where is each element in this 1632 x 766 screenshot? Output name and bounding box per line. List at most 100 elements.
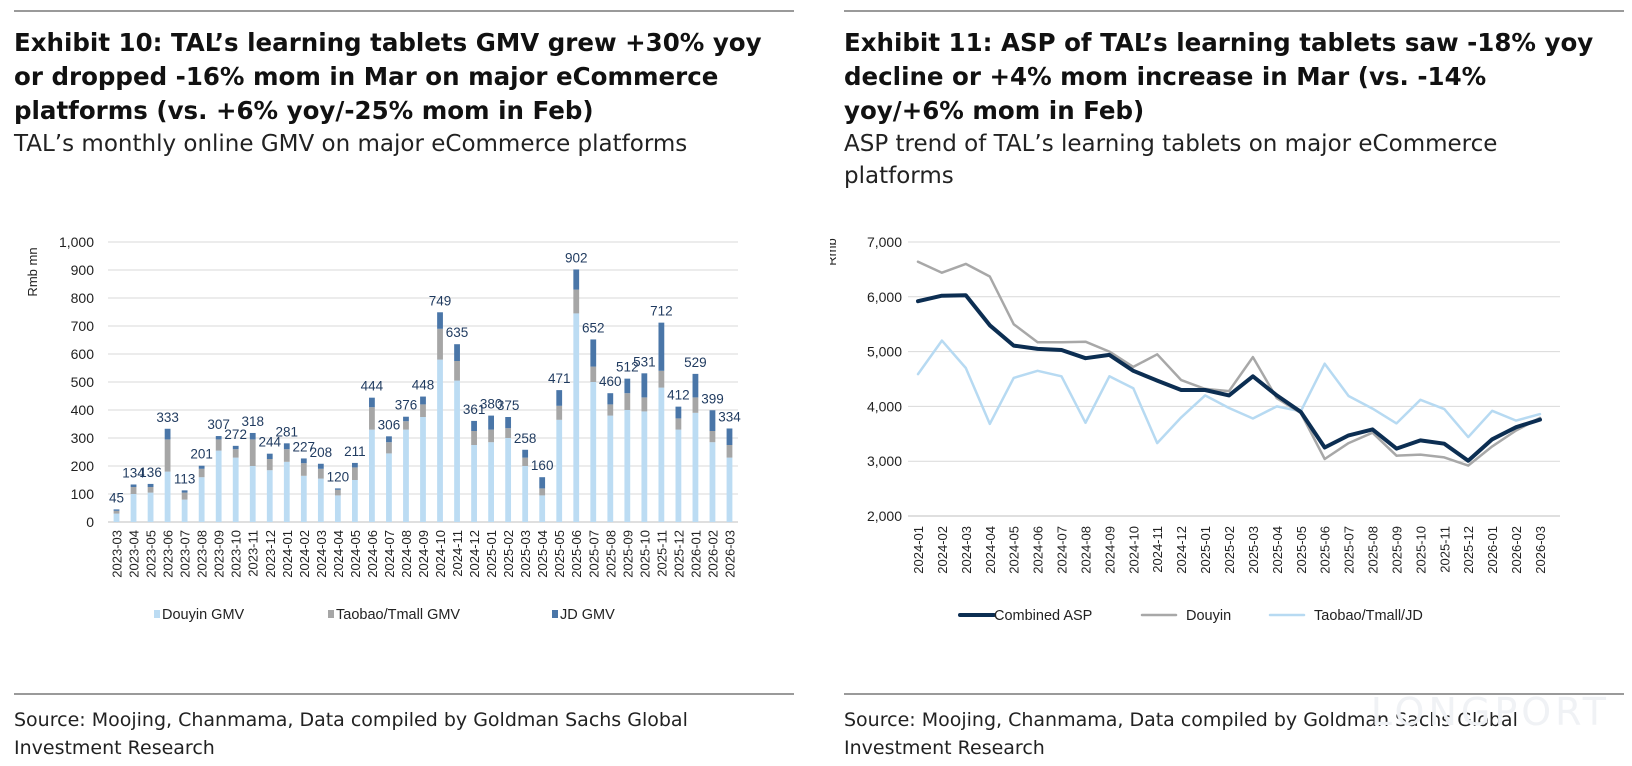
bar-segment — [692, 397, 699, 413]
bar-segment — [505, 428, 512, 438]
bar-segment — [675, 418, 682, 430]
bar-segment — [658, 387, 665, 522]
data-label: 333 — [156, 410, 179, 425]
x-tick-label: 2024-06 — [365, 530, 380, 578]
x-tick-label: 2025-07 — [586, 530, 601, 578]
data-label: 531 — [633, 354, 656, 369]
y-tick-label: 700 — [71, 318, 95, 334]
bar-segment — [556, 419, 563, 522]
x-tick-label: 2025-06 — [569, 530, 584, 578]
top-rule — [844, 10, 1624, 12]
bar-segment — [386, 442, 392, 454]
bar-segment — [334, 489, 341, 496]
x-tick-label: 2024-09 — [1102, 526, 1117, 574]
bar-segment — [283, 443, 290, 450]
series-line-taobao-tmall-jd — [916, 339, 1542, 445]
bar-segment — [181, 492, 188, 500]
data-label: 208 — [310, 445, 333, 460]
bar-segment — [607, 415, 614, 522]
y-tick-label: 1,000 — [59, 234, 94, 250]
bar-segment — [641, 373, 648, 398]
y-tick-label: 5,000 — [867, 344, 902, 360]
bar-segment — [692, 412, 699, 522]
bar-segment — [130, 484, 137, 487]
data-label: 227 — [293, 439, 316, 454]
x-tick-label: 2023-06 — [161, 530, 176, 578]
bar-segment — [334, 488, 341, 490]
bar-segment — [454, 361, 460, 381]
bar-segment — [658, 370, 665, 388]
bar-segment — [539, 495, 546, 522]
data-label: 380 — [480, 397, 503, 412]
data-label: 376 — [395, 398, 418, 413]
x-tick-label: 2024-01 — [911, 526, 926, 574]
bar-segment — [556, 390, 563, 406]
bar-segment — [232, 445, 239, 450]
bar-segment — [266, 470, 273, 522]
exhibit-11-title: Exhibit 11: ASP of TAL’s learning tablet… — [844, 28, 1594, 125]
x-tick-label: 2025-02 — [501, 530, 516, 578]
bar-segment — [300, 463, 307, 476]
data-label: 45 — [109, 490, 124, 505]
y-axis-label: Rmb mn — [25, 247, 40, 296]
x-tick-label: 2023-07 — [178, 530, 193, 578]
left-panel: Exhibit 10: TAL’s learning tablets GMV g… — [0, 0, 800, 766]
bar-segment — [266, 453, 273, 459]
legend-label: JD GMV — [560, 607, 615, 623]
bar-segment — [249, 432, 256, 440]
x-tick-label: 2024-11 — [450, 530, 465, 577]
x-tick-label: 2025-01 — [1198, 526, 1213, 574]
x-tick-label: 2025-12 — [1461, 526, 1476, 574]
x-tick-label: 2023-08 — [195, 530, 210, 578]
x-tick-label: 2023-11 — [246, 530, 261, 577]
data-label: 375 — [497, 398, 520, 413]
bar-segment — [539, 477, 546, 489]
bar-segment — [437, 312, 443, 329]
bar-segment — [232, 457, 239, 522]
bar-segment — [198, 477, 205, 522]
bar-segment — [522, 466, 529, 522]
x-tick-label: 2024-05 — [348, 530, 363, 578]
legend-label: Taobao/Tmall/JD — [1314, 608, 1423, 624]
bar-segment — [317, 468, 324, 479]
x-tick-label: 2023-04 — [127, 530, 142, 578]
bar-segment — [709, 431, 716, 443]
asp-line-chart: 2,000 3,000 4,000 5,000 6,000 7,000 Rmb 2024-01… — [830, 234, 1560, 624]
bar-segment — [369, 429, 375, 522]
bar-segment — [675, 406, 682, 419]
x-tick-label: 2026-01 — [688, 530, 703, 578]
x-tick-label: 2024-08 — [1078, 526, 1093, 574]
bar-segment — [369, 407, 375, 430]
bar-segment — [113, 509, 120, 511]
legend-label: Douyin — [1186, 608, 1231, 624]
bar-segment — [386, 436, 392, 443]
bar-segment — [300, 458, 307, 464]
y-tick-label: 400 — [71, 402, 95, 418]
bar-segment — [317, 463, 324, 469]
x-tick-label: 2024-03 — [314, 530, 329, 578]
bar-segment — [590, 339, 597, 367]
data-label: 652 — [582, 320, 605, 335]
bar-segment — [181, 490, 188, 493]
x-tick-label: 2024-04 — [331, 530, 346, 578]
bar-segment — [624, 410, 631, 522]
data-label: 160 — [531, 458, 554, 473]
y-tick-label: 6,000 — [867, 289, 902, 305]
legend-label: Combined ASP — [994, 608, 1092, 624]
y-tick-label: 800 — [71, 290, 95, 306]
y-tick-label: 300 — [71, 430, 95, 446]
exhibit-10-source: Source: Moojing, Chanmama, Data compiled… — [14, 709, 688, 759]
bar-segment — [386, 453, 392, 522]
data-label: 749 — [429, 293, 452, 308]
exhibit-11-subtitle: ASP trend of TAL’s learning tablets on m… — [844, 131, 1498, 189]
bar-segment — [283, 461, 290, 522]
legend-label: Taobao/Tmall GMV — [336, 607, 460, 623]
bar-segment — [164, 471, 171, 522]
data-label: 272 — [224, 427, 247, 442]
data-label: 120 — [327, 469, 350, 484]
bar-segment — [317, 478, 324, 522]
x-tick-label: 2024-10 — [433, 530, 448, 578]
bar-segment — [641, 411, 648, 522]
bar-segment — [437, 328, 443, 360]
x-tick-label: 2025-03 — [1246, 526, 1261, 574]
